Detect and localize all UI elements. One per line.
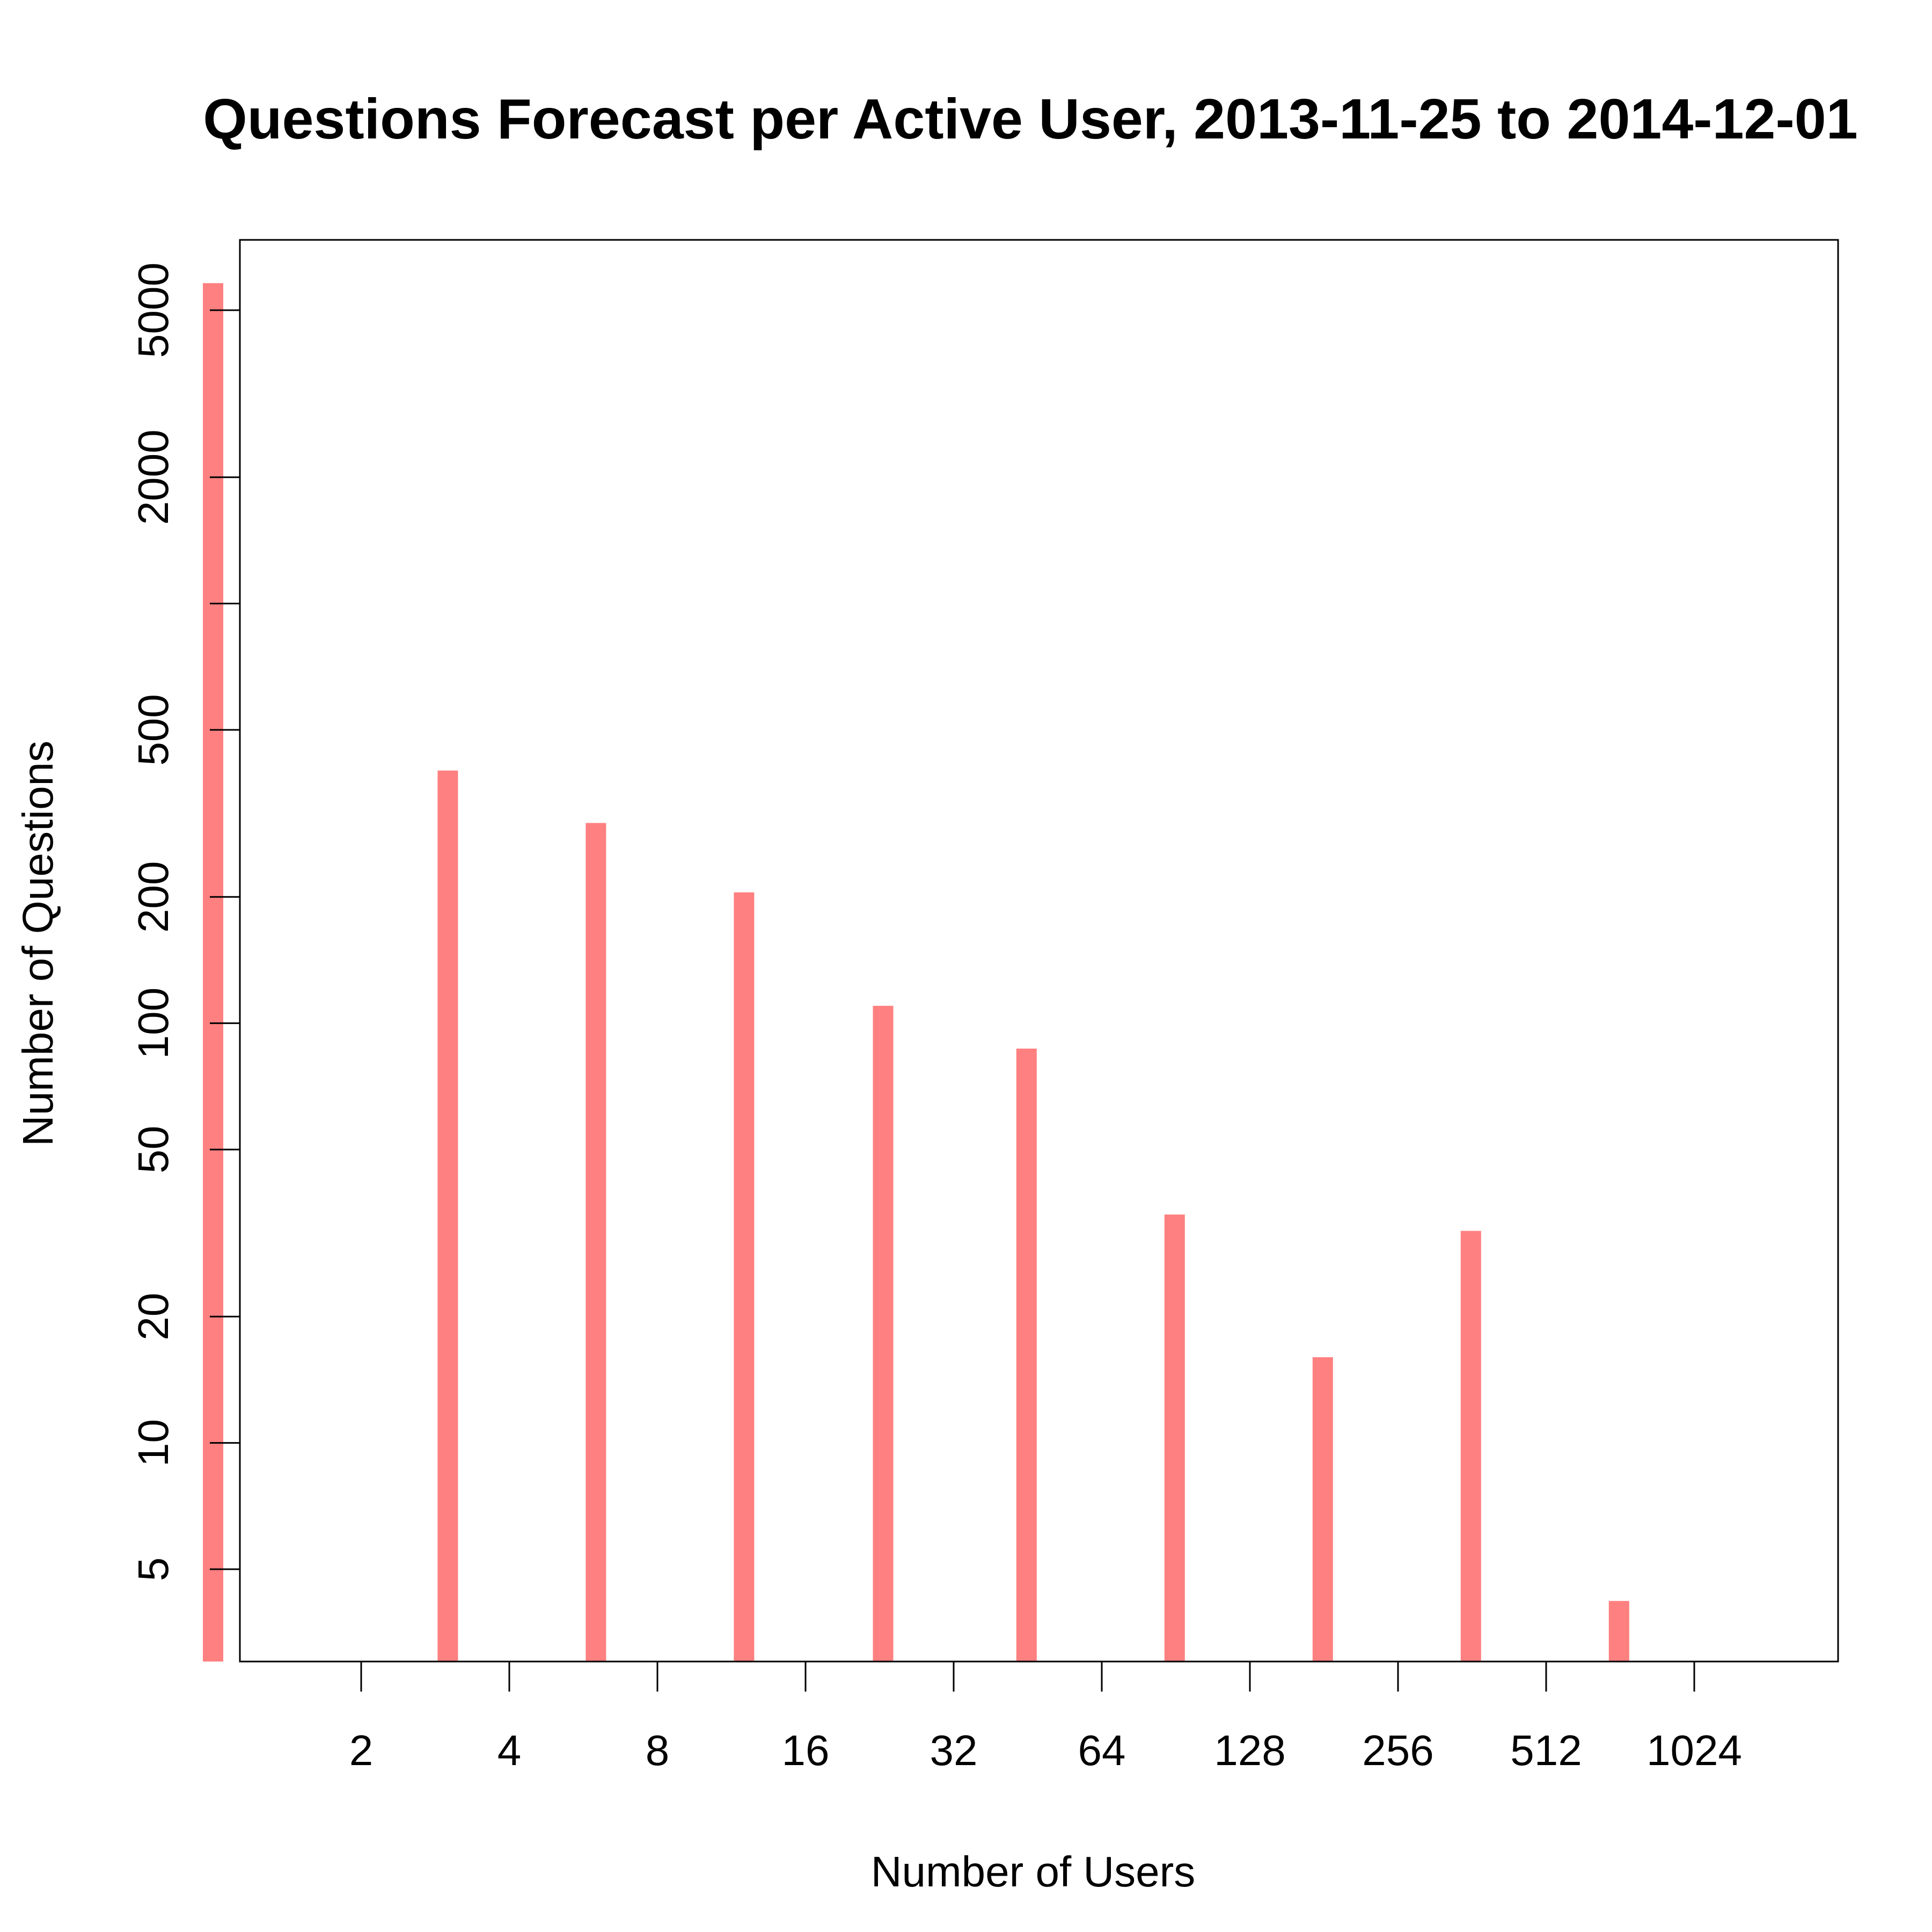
x-tick-label-128: 128 (1214, 1726, 1285, 1774)
y-tick-label-20: 20 (129, 1293, 177, 1341)
bar-6 (586, 823, 606, 1662)
chart-title: Questions Forecast per Active User, 2013… (203, 87, 1857, 151)
y-tick-label-500: 500 (129, 694, 177, 765)
x-tick-label-2: 2 (349, 1726, 374, 1774)
y-tick-label-2000: 2000 (129, 429, 177, 525)
y-tick-label-5000: 5000 (129, 262, 177, 358)
x-tick-label-512: 512 (1510, 1726, 1582, 1774)
x-tick-label-32: 32 (930, 1726, 978, 1774)
y-tick-label-100: 100 (129, 987, 177, 1059)
x-tick-label-64: 64 (1078, 1726, 1126, 1774)
x-tick-label-16: 16 (782, 1726, 830, 1774)
y-tick-label-5: 5 (129, 1557, 177, 1582)
bar-720 (1608, 1601, 1629, 1662)
bar-3 (437, 770, 458, 1662)
y-tick-label-50: 50 (129, 1126, 177, 1174)
bar-360 (1460, 1231, 1481, 1662)
x-axis: 2 4 8 16 32 64 128 256 512 1024 (349, 1662, 1742, 1774)
y-tick-label-10: 10 (129, 1419, 177, 1467)
y-tick-label-200: 200 (129, 861, 177, 932)
plot-frame (239, 239, 1839, 1663)
x-tick-label-1024: 1024 (1646, 1726, 1742, 1774)
x-tick-label-4: 4 (497, 1726, 522, 1774)
bar-1 (203, 283, 223, 1662)
bar-45 (1016, 1048, 1037, 1662)
bars (203, 283, 1629, 1662)
bar-23 (873, 1006, 894, 1662)
x-tick-label-8: 8 (646, 1726, 670, 1774)
bar-180 (1312, 1357, 1333, 1662)
y-axis: 5 10 20 50 100 200 500 2000 5000 (129, 262, 240, 1581)
x-tick-label-256: 256 (1362, 1726, 1433, 1774)
bar-12 (734, 892, 755, 1662)
bar-90 (1164, 1214, 1185, 1662)
x-axis-label: Number of Users (871, 1848, 1196, 1896)
y-axis-label: Number of Questions (14, 741, 62, 1146)
